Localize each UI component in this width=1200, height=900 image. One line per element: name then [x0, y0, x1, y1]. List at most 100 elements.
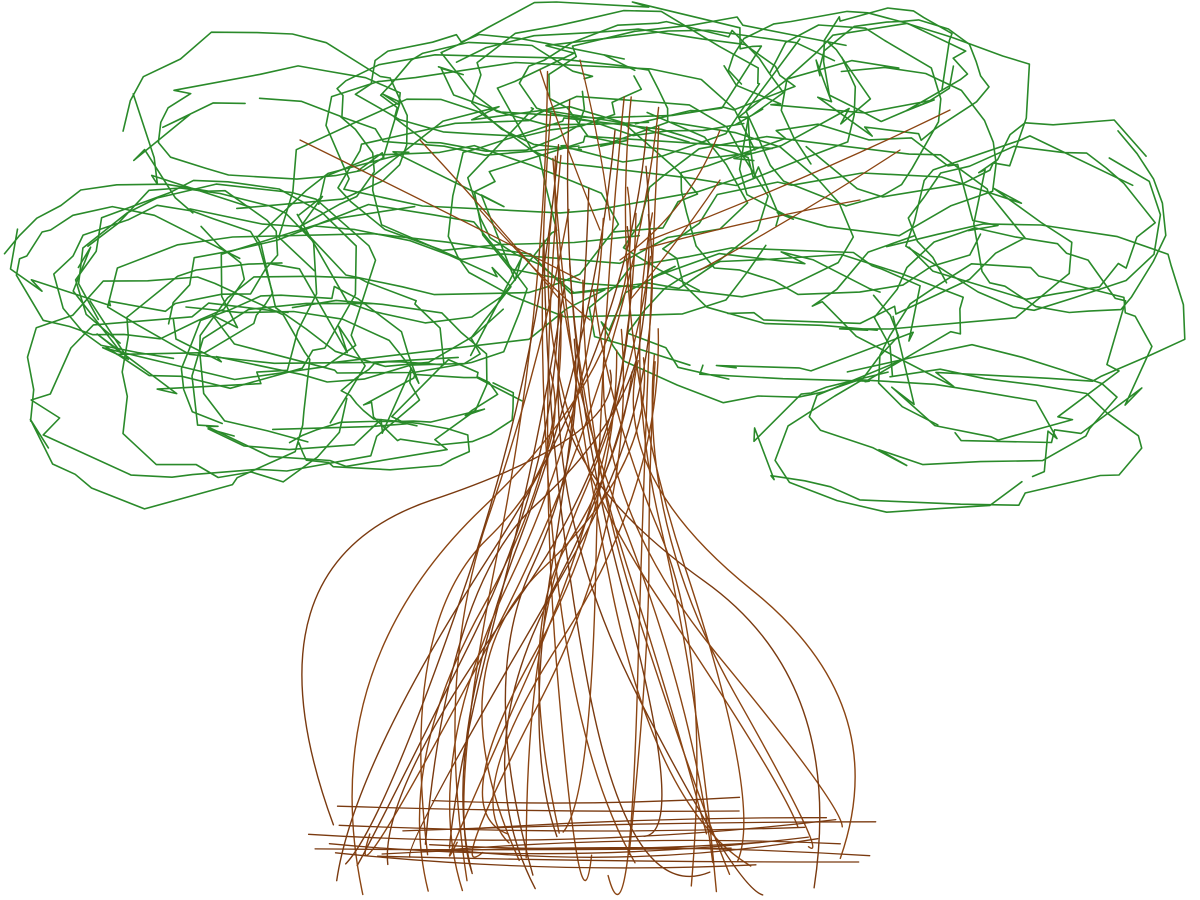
foliage-stroke-22 — [662, 172, 1073, 331]
trunk-stroke-30 — [386, 226, 632, 866]
branch-stroke-50 — [649, 109, 951, 241]
foliage-stroke-56 — [723, 10, 969, 114]
root-stroke-68 — [431, 796, 741, 804]
foliage-stroke-40 — [588, 247, 921, 372]
foliage-stroke-12 — [74, 179, 357, 390]
trunk-stroke-17 — [525, 255, 652, 859]
foliage-stroke-37 — [325, 61, 756, 214]
foliage-stroke-23 — [680, 123, 999, 296]
trunk-stroke-26 — [628, 361, 656, 856]
trunk-stroke-28 — [492, 328, 660, 844]
foliage-stroke-13 — [72, 187, 318, 395]
trunk-stroke-3 — [301, 369, 612, 826]
trunk-stroke-36 — [448, 285, 566, 849]
branch-stroke-52 — [579, 59, 611, 221]
foliage-stroke-44 — [167, 225, 512, 383]
root-stroke-59 — [429, 841, 763, 850]
trunk-stroke-41 — [351, 186, 632, 896]
root-stroke-69 — [314, 847, 732, 851]
trunk-stroke-39 — [566, 98, 663, 837]
trunk-stroke-29 — [420, 369, 556, 856]
foliage-stroke-39 — [626, 253, 964, 383]
foliage-stroke-47 — [905, 135, 1162, 312]
trunk-stroke-45 — [424, 349, 640, 845]
foliage-stroke-46 — [907, 145, 1156, 301]
foliage-stroke-38 — [371, 105, 749, 265]
trunk-stroke-22 — [602, 356, 843, 828]
foliage-stroke-41 — [600, 251, 900, 404]
foliage-stroke-20 — [473, 121, 855, 298]
foliage-stroke-9 — [737, 59, 997, 237]
foliage-stroke-45 — [973, 119, 1167, 314]
foliage-stroke-27 — [180, 285, 420, 451]
branch-stroke-47 — [299, 139, 581, 281]
trunk-stroke-43 — [547, 215, 799, 828]
foliage-stroke-52 — [471, 9, 761, 163]
root-stroke-66 — [381, 846, 871, 857]
foliage-stroke-53 — [440, 1, 763, 126]
foliage-stroke-50 — [121, 262, 366, 483]
foliage-stroke-21 — [622, 135, 1026, 325]
foliage-stroke-11 — [745, 24, 942, 207]
foliage-stroke-51 — [437, 28, 796, 119]
root-stroke-63 — [376, 855, 860, 863]
root-stroke-61 — [457, 817, 828, 831]
branch-stroke-51 — [539, 69, 601, 231]
trunk-stroke-14 — [463, 70, 549, 873]
foliage-stroke-32 — [15, 205, 246, 340]
root-stroke-57 — [334, 852, 757, 869]
trunk-stroke-11 — [607, 126, 660, 896]
branch-stroke-48 — [619, 129, 721, 261]
foliage-stroke-49 — [26, 276, 311, 510]
foliage-stroke-0 — [133, 97, 376, 228]
foliage-stroke-8 — [548, 16, 872, 162]
foliage-stroke-35 — [774, 379, 1058, 513]
root-stroke-64 — [336, 805, 740, 812]
trunk-stroke-2 — [538, 371, 633, 834]
foliage-stroke-17 — [278, 98, 558, 324]
foliage-stroke-2 — [157, 65, 401, 180]
foliage-stroke-24 — [877, 263, 1153, 444]
trunk-stroke-42 — [557, 378, 821, 889]
trunk-stroke-31 — [582, 279, 731, 875]
root-stroke-58 — [420, 839, 841, 853]
trunk-stroke-12 — [543, 239, 711, 878]
foliage-stroke-7 — [518, 20, 785, 137]
foliage-stroke-57 — [288, 420, 471, 471]
foliage-stroke-58 — [362, 373, 523, 446]
foliage-stroke-18 — [467, 95, 769, 294]
trunk-stroke-25 — [554, 155, 714, 864]
trunk-stroke-38 — [592, 289, 698, 887]
trunk-stroke-5 — [546, 154, 593, 882]
branch-stroke-54 — [479, 209, 591, 321]
trunk-stroke-33 — [345, 144, 560, 865]
branch-stroke-53 — [699, 149, 901, 271]
foliage-stroke-3 — [379, 41, 594, 152]
trunk-stroke-23 — [454, 208, 570, 882]
tree-trunk-strokes — [299, 59, 951, 896]
foliage-stroke-6 — [496, 29, 857, 187]
foliage-stroke-1 — [122, 31, 408, 210]
foliage-stroke-33 — [808, 343, 1118, 467]
trunk-stroke-44 — [651, 354, 814, 849]
trunk-stroke-40 — [632, 360, 856, 860]
branch-stroke-55 — [629, 179, 721, 301]
foliage-stroke-36 — [337, 109, 699, 252]
root-stroke-67 — [452, 838, 819, 858]
foliage-stroke-30 — [3, 183, 279, 313]
trunk-stroke-20 — [562, 96, 625, 833]
foliage-stroke-19 — [447, 117, 780, 318]
trunk-stroke-34 — [624, 96, 745, 862]
foliage-stroke-31 — [53, 204, 274, 360]
foliage-stroke-25 — [811, 223, 1186, 388]
foliage-stroke-28 — [198, 275, 445, 443]
trunk-stroke-24 — [356, 226, 560, 867]
foliage-stroke-54 — [815, 19, 990, 142]
root-stroke-65 — [307, 818, 837, 841]
trunk-stroke-15 — [504, 338, 577, 876]
tree-foliage-strokes — [3, 1, 1186, 513]
foliage-stroke-48 — [30, 302, 421, 478]
foliage-stroke-59 — [340, 358, 499, 427]
